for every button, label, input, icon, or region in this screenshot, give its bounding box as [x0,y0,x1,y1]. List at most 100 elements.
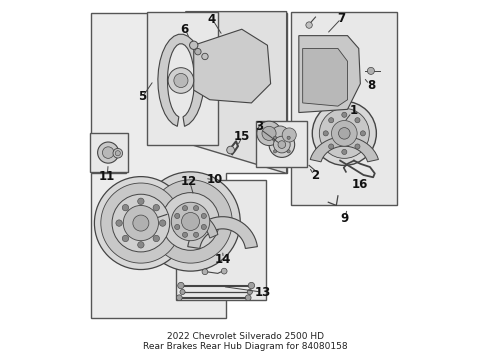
Circle shape [153,235,159,242]
Circle shape [194,206,198,211]
Circle shape [282,128,296,142]
Circle shape [273,136,277,139]
Circle shape [342,112,347,117]
Circle shape [257,121,281,145]
Polygon shape [194,29,270,103]
Circle shape [138,198,144,204]
Text: 13: 13 [254,286,271,299]
Circle shape [133,215,149,231]
Circle shape [202,269,208,275]
Circle shape [95,177,187,270]
Circle shape [247,289,252,294]
Text: 12: 12 [181,175,197,188]
Circle shape [329,118,334,123]
Polygon shape [91,13,287,318]
Circle shape [271,126,289,144]
Text: 15: 15 [234,130,250,143]
Circle shape [162,193,220,250]
Circle shape [180,289,185,294]
Circle shape [287,136,290,139]
Circle shape [221,268,227,274]
Bar [256,121,308,167]
Circle shape [178,282,184,289]
Circle shape [312,101,376,165]
Text: 1: 1 [350,104,358,117]
Circle shape [273,150,277,153]
Circle shape [368,67,374,75]
Circle shape [174,224,180,230]
Circle shape [273,136,290,153]
Circle shape [201,224,206,230]
Circle shape [245,295,251,301]
Text: 4: 4 [207,13,216,26]
Bar [176,180,266,300]
Circle shape [332,121,357,146]
Circle shape [195,49,201,55]
Circle shape [329,144,334,149]
Polygon shape [186,12,287,174]
Circle shape [227,146,234,154]
Polygon shape [174,213,218,238]
Circle shape [141,172,240,271]
Circle shape [115,151,121,156]
Circle shape [116,220,122,226]
Polygon shape [310,137,378,162]
Circle shape [153,204,159,211]
Circle shape [174,73,188,87]
Text: 6: 6 [180,23,188,36]
Circle shape [98,142,119,163]
Circle shape [113,148,122,158]
Circle shape [138,242,144,248]
Text: 10: 10 [206,173,222,186]
Circle shape [101,183,181,263]
Circle shape [168,68,194,93]
Polygon shape [158,34,204,126]
Circle shape [323,131,328,136]
Text: 16: 16 [352,178,368,191]
Circle shape [360,131,366,136]
Text: 11: 11 [98,170,115,183]
Circle shape [112,194,170,252]
Circle shape [190,41,198,49]
Bar [147,12,218,145]
Circle shape [248,282,255,289]
Circle shape [102,147,114,158]
Circle shape [123,206,158,241]
Text: 2: 2 [312,168,319,181]
Circle shape [342,149,347,154]
Text: 8: 8 [367,79,375,92]
Circle shape [182,212,199,230]
Bar [90,133,128,172]
Circle shape [287,150,290,153]
Circle shape [262,126,276,140]
Bar [292,12,397,206]
Polygon shape [188,217,257,248]
Circle shape [194,232,198,237]
Text: 2022 Chevrolet Silverado 2500 HD
Rear Brakes Rear Hub Diagram for 84080158: 2022 Chevrolet Silverado 2500 HD Rear Br… [143,332,347,351]
Circle shape [355,118,360,123]
Circle shape [172,202,210,241]
Circle shape [122,204,129,211]
Circle shape [149,180,232,263]
Circle shape [306,22,312,28]
Circle shape [319,108,369,158]
Circle shape [278,141,286,148]
Circle shape [355,144,360,149]
Circle shape [182,206,188,211]
Text: 5: 5 [138,90,146,103]
Circle shape [269,132,294,157]
Text: 3: 3 [255,121,263,134]
Polygon shape [299,36,360,113]
Circle shape [201,213,206,219]
Circle shape [202,53,208,60]
Text: 7: 7 [337,12,345,24]
Circle shape [174,213,180,219]
Polygon shape [303,49,347,106]
Text: 14: 14 [215,253,231,266]
Circle shape [122,235,129,242]
Circle shape [182,232,188,237]
Circle shape [159,220,166,226]
Circle shape [176,295,182,301]
Text: 9: 9 [340,212,348,225]
Circle shape [339,127,350,139]
